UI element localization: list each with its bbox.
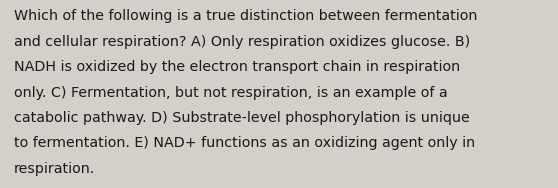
Text: only. C) Fermentation, but not respiration, is an example of a: only. C) Fermentation, but not respirati… — [14, 86, 448, 99]
Text: catabolic pathway. D) Substrate-level phosphorylation is unique: catabolic pathway. D) Substrate-level ph… — [14, 111, 470, 125]
Text: to fermentation. E) NAD+ functions as an oxidizing agent only in: to fermentation. E) NAD+ functions as an… — [14, 136, 475, 150]
Text: and cellular respiration? A) Only respiration oxidizes glucose. B): and cellular respiration? A) Only respir… — [14, 35, 470, 49]
Text: NADH is oxidized by the electron transport chain in respiration: NADH is oxidized by the electron transpo… — [14, 60, 460, 74]
Text: Which of the following is a true distinction between fermentation: Which of the following is a true distinc… — [14, 9, 477, 23]
Text: respiration.: respiration. — [14, 162, 95, 176]
